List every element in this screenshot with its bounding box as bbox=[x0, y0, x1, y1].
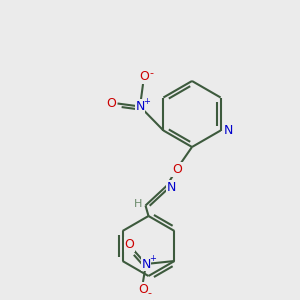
Text: -: - bbox=[147, 288, 151, 298]
Text: N: N bbox=[166, 181, 176, 194]
Text: +: + bbox=[149, 254, 156, 263]
Text: O: O bbox=[124, 238, 134, 251]
Text: N: N bbox=[141, 257, 151, 271]
Text: -: - bbox=[149, 68, 153, 78]
Text: O: O bbox=[106, 97, 116, 110]
Text: H: H bbox=[134, 199, 142, 209]
Text: N: N bbox=[224, 124, 233, 137]
Text: N: N bbox=[135, 100, 145, 113]
Text: O: O bbox=[140, 70, 149, 83]
Text: +: + bbox=[143, 97, 150, 106]
Text: O: O bbox=[172, 163, 182, 176]
Text: O: O bbox=[138, 283, 148, 296]
